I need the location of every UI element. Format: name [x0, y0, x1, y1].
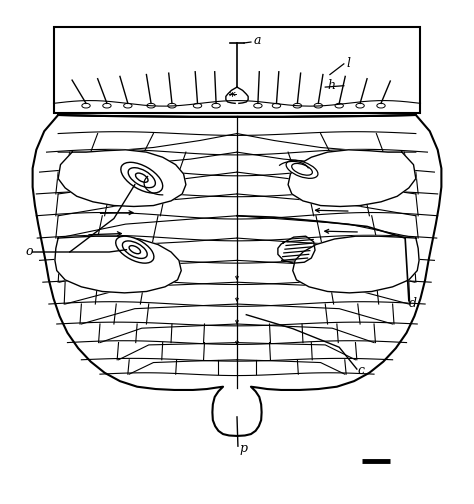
Polygon shape [288, 150, 416, 207]
Ellipse shape [292, 163, 312, 175]
Text: p: p [239, 442, 247, 455]
Ellipse shape [128, 168, 155, 187]
Text: d: d [409, 296, 417, 309]
Ellipse shape [286, 160, 318, 178]
Polygon shape [58, 150, 186, 207]
Text: o: o [26, 245, 33, 259]
Text: l: l [346, 57, 350, 71]
Polygon shape [55, 236, 181, 293]
Ellipse shape [136, 173, 148, 182]
Ellipse shape [129, 245, 140, 254]
Bar [54, 27, 420, 112]
Text: h: h [328, 79, 336, 92]
Polygon shape [293, 236, 419, 293]
Text: a: a [253, 34, 261, 47]
Text: c: c [358, 364, 365, 377]
Ellipse shape [121, 162, 163, 193]
Ellipse shape [116, 236, 154, 263]
Ellipse shape [122, 241, 147, 259]
